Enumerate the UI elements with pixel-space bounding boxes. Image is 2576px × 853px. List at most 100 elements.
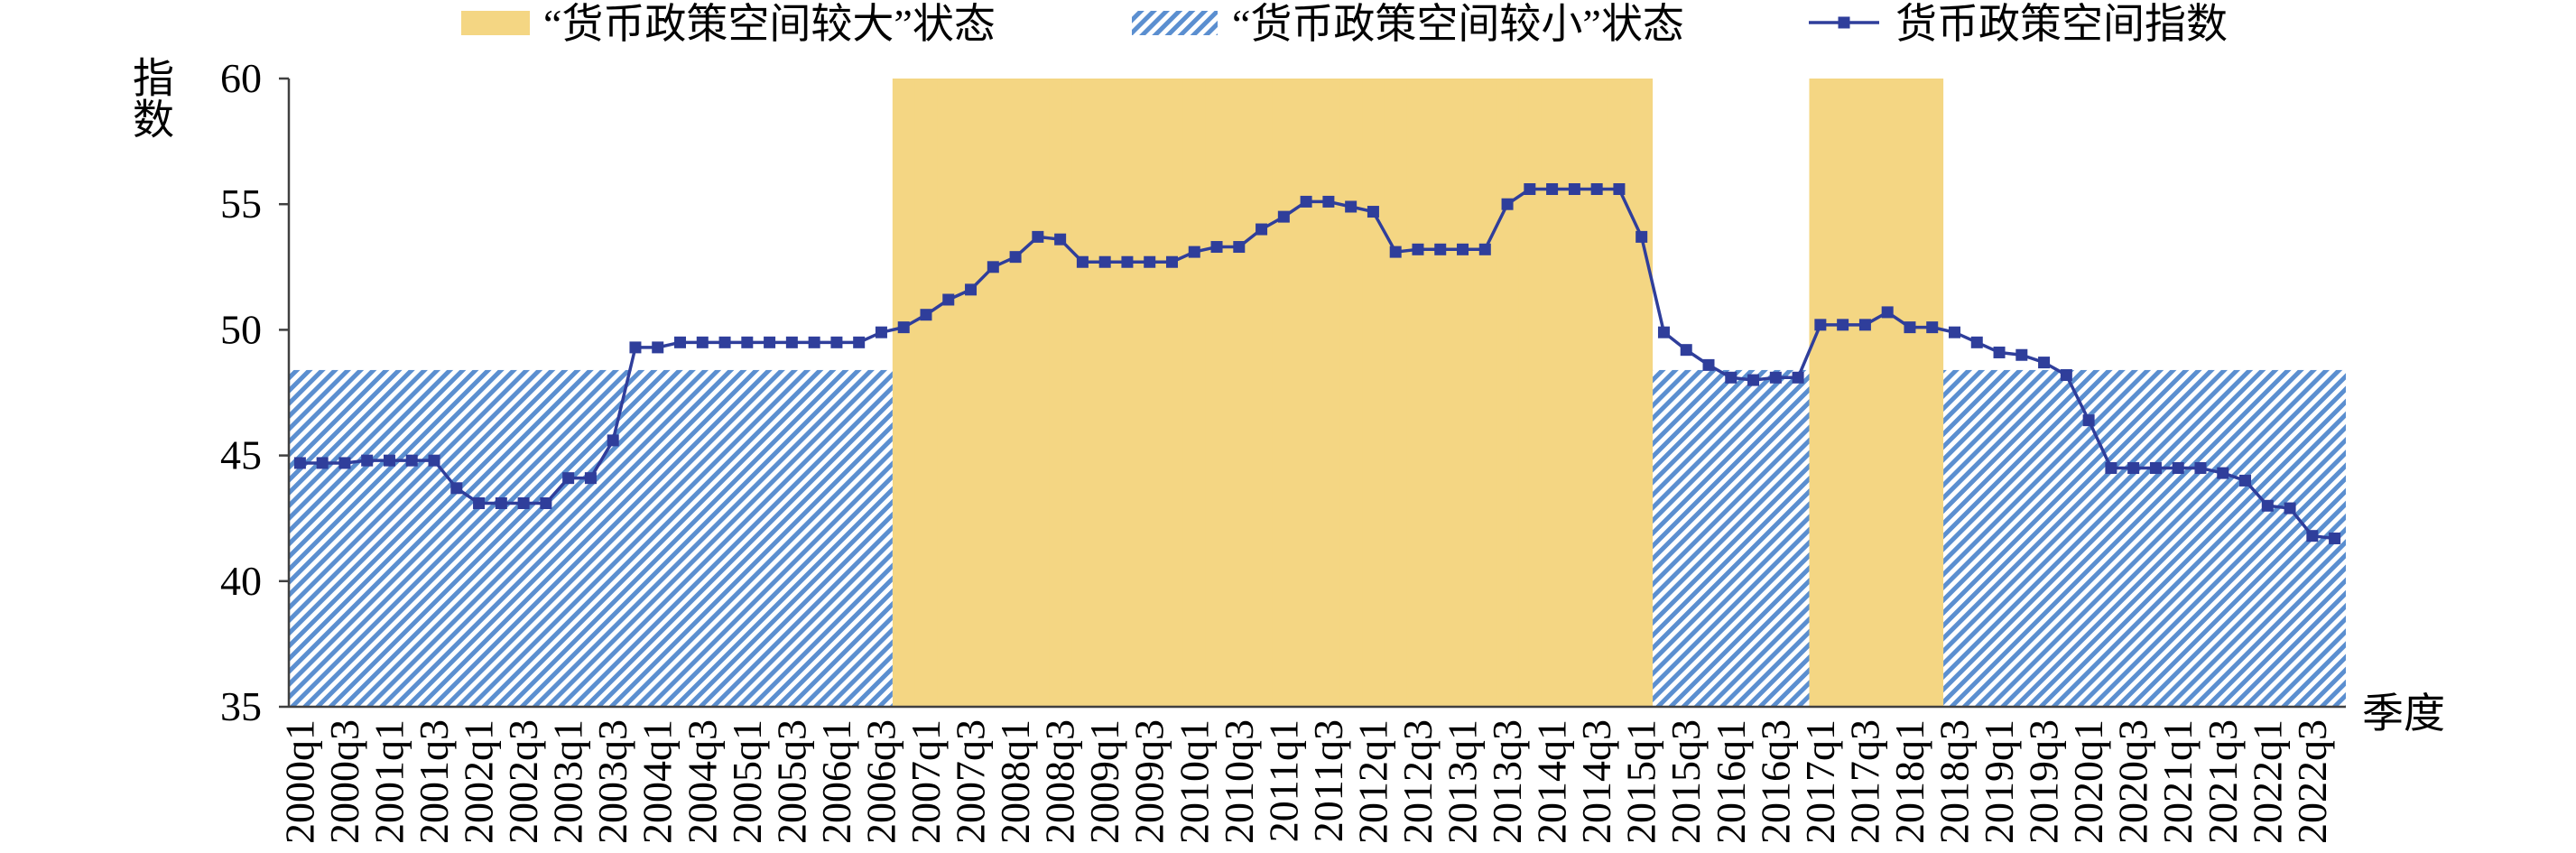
y-tick-label: 60 (220, 55, 262, 101)
x-tick-label: 2004q3 (679, 719, 725, 844)
index-point (405, 454, 418, 467)
large-space-state-bar (1809, 79, 1832, 707)
index-point (1256, 223, 1268, 236)
index-point (607, 434, 619, 447)
x-tick-label: 2013q1 (1440, 719, 1486, 844)
index-point (875, 326, 887, 338)
large-space-state-bar (1451, 79, 1475, 707)
large-space-state-bar (937, 79, 960, 707)
small-space-state-bar (2256, 369, 2280, 707)
x-tick-label: 2000q1 (276, 719, 322, 844)
x-axis-title: 季度 (2362, 691, 2445, 737)
index-point (1904, 321, 1916, 334)
index-point (2082, 414, 2095, 427)
small-space-state-bar (2278, 369, 2303, 707)
index-point (2261, 499, 2274, 512)
large-space-state-bar (1384, 79, 1408, 707)
index-point (2149, 462, 2162, 475)
x-tick-label: 2018q1 (1886, 719, 1932, 844)
index-point (1635, 230, 1648, 243)
x-tick-label: 2020q1 (2065, 719, 2111, 844)
small-space-state-bar (624, 369, 647, 707)
small-space-state-bar (512, 369, 536, 707)
x-tick-label: 2014q1 (1529, 719, 1575, 844)
small-space-state-bar (400, 369, 424, 707)
index-point (2127, 462, 2140, 475)
x-tick-label: 2000q3 (321, 719, 367, 844)
x-tick-label: 2001q3 (411, 719, 457, 844)
index-point (1165, 255, 1178, 268)
small-space-state-bar (2122, 369, 2145, 707)
index-point (584, 472, 597, 485)
index-point (1188, 246, 1200, 258)
small-space-state-bar (2211, 369, 2235, 707)
index-point (2038, 357, 2051, 369)
index-point (696, 336, 709, 348)
index-point (1837, 319, 1849, 331)
small-space-state-bar (445, 369, 468, 707)
small-space-state-bar (690, 369, 715, 707)
large-space-state-bar (1496, 79, 1520, 707)
small-space-state-bar (579, 369, 603, 707)
small-space-state-bar (310, 369, 335, 707)
index-point (1970, 336, 1983, 348)
index-point (428, 454, 440, 467)
large-space-state-bar (1250, 79, 1274, 707)
x-tick-label: 2011q3 (1305, 719, 1351, 842)
x-tick-label: 2003q1 (545, 719, 591, 844)
small-space-state-bar (1674, 369, 1699, 707)
legend-swatch-large-space (461, 11, 530, 35)
small-space-state-bar (870, 369, 893, 707)
large-space-state-bar (1272, 79, 1296, 707)
small-space-state-bar (736, 369, 759, 707)
index-point (1300, 195, 1312, 208)
large-space-state-bar (1294, 79, 1319, 707)
small-space-state-bar (2033, 369, 2056, 707)
legend-item-index: 货币政策空间指数 (1809, 1, 2228, 47)
large-space-state-bar (1562, 79, 1587, 707)
index-point (1009, 251, 1022, 264)
index-point (920, 309, 932, 321)
index-point (1367, 206, 1379, 218)
x-tick-label: 2012q3 (1395, 719, 1441, 844)
index-point (1680, 344, 1692, 357)
x-tick-label: 2009q3 (1126, 719, 1172, 844)
x-tick-label: 2021q1 (2154, 719, 2201, 844)
index-point (540, 497, 552, 509)
index-point (1098, 255, 1111, 268)
small-space-state-bar (713, 369, 737, 707)
index-point (1076, 255, 1089, 268)
index-series (293, 183, 2341, 544)
large-space-state-bar (1898, 79, 1922, 707)
index-point (1210, 241, 1223, 254)
y-tick-label: 40 (220, 558, 262, 604)
large-space-state-bar (1116, 79, 1139, 707)
x-tick-label: 2001q1 (366, 719, 412, 844)
large-space-state-bar (1205, 79, 1229, 707)
index-point (1389, 246, 1402, 258)
index-point (1590, 183, 1603, 195)
x-tick-label: 2005q3 (768, 719, 814, 844)
large-space-state-bar (1182, 79, 1207, 707)
small-space-state-bar (1742, 369, 1765, 707)
small-space-state-bar (2189, 369, 2212, 707)
x-tick-label: 2014q3 (1573, 719, 1619, 844)
y-ticks: 35 40 45 50 55 60 (220, 55, 289, 729)
x-tick-label: 2015q1 (1618, 719, 1664, 844)
index-point (1814, 319, 1827, 331)
index-point (1478, 243, 1491, 255)
small-space-state-bar (601, 369, 625, 707)
large-space-state-bar (1921, 79, 1944, 707)
small-space-state-bar (557, 369, 580, 707)
index-point (1457, 243, 1469, 255)
y-tick-label: 35 (220, 683, 262, 729)
index-point (652, 341, 664, 354)
small-space-state-bar (289, 369, 312, 707)
index-point (1747, 374, 1760, 386)
x-tick-label: 2020q3 (2110, 719, 2156, 844)
large-space-state-bar (1473, 79, 1497, 707)
large-space-state-bar (1317, 79, 1340, 707)
large-space-state-bar (1138, 79, 1162, 707)
small-space-state-bar (378, 369, 402, 707)
